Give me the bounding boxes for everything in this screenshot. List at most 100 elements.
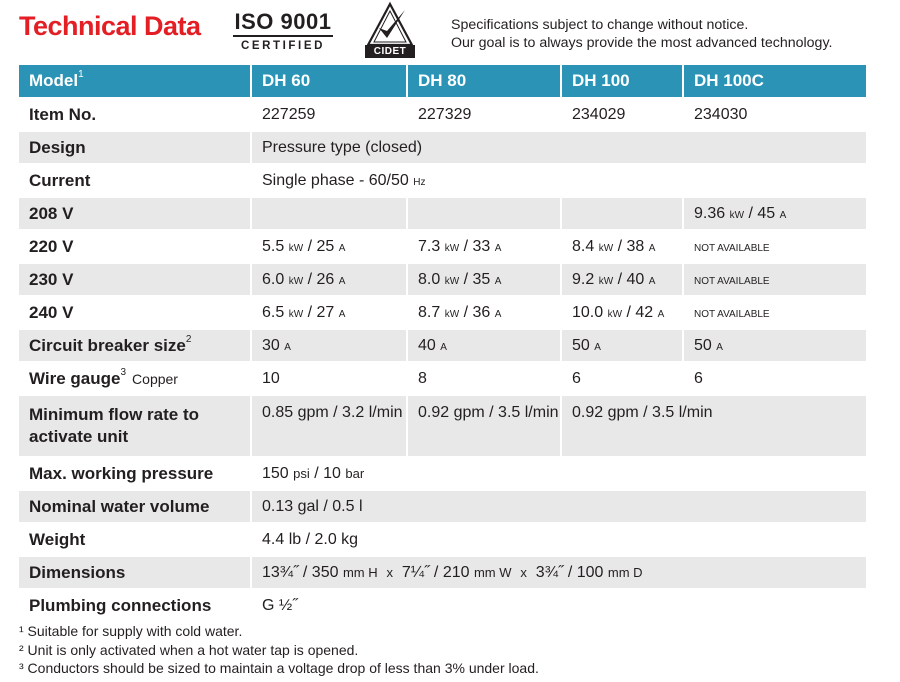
table-row-breaker: Circuit breaker size2 30 A 40 A 50 A 50 … — [19, 328, 866, 361]
cell-dh100c: NOT AVAILABLE — [684, 295, 866, 328]
cell-dh100c: NOT AVAILABLE — [684, 229, 866, 262]
unit: kW — [288, 308, 304, 320]
cell-dh60: 30 A — [252, 328, 408, 361]
iso-divider — [233, 35, 333, 37]
value: / 33 — [459, 237, 491, 255]
cell-dh80: 8.0 kW / 35 A — [408, 262, 562, 295]
value: / 42 — [622, 303, 654, 321]
value: 13¾˝ / 350 — [262, 563, 339, 581]
cell-dh100: 0.92 gpm / 3.5 l/min — [562, 394, 866, 456]
cell-all-models: G ½˝ — [252, 588, 866, 621]
cidet-logo: CIDET — [362, 1, 418, 59]
value: / 40 — [613, 270, 645, 288]
value: 6.5 — [262, 303, 285, 321]
value: 50 — [572, 336, 590, 354]
current-value: Single phase - 60/50 — [262, 171, 409, 189]
value: / 27 — [303, 303, 335, 321]
separator: x — [386, 564, 394, 580]
unit: mm W — [473, 564, 512, 580]
row-label: Plumbing connections — [19, 588, 252, 621]
cell-all-models: 150 psi / 10 bar — [252, 456, 866, 489]
notice-line-1: Specifications subject to change without… — [451, 17, 749, 33]
cell-dh60: 6.5 kW / 27 A — [252, 295, 408, 328]
unit: A — [494, 308, 502, 320]
value: 30 — [262, 336, 280, 354]
page-title: Technical Data — [19, 11, 201, 41]
header-dh60: DH 60 — [252, 65, 408, 97]
cell-dh80: 8.7 kW / 36 A — [408, 295, 562, 328]
unit: kW — [288, 242, 304, 254]
unit: A — [338, 308, 346, 320]
table-row-dimensions: Dimensions 13¾˝ / 350 mm H x 7¼˝ / 210 m… — [19, 555, 866, 588]
unit: A — [338, 242, 346, 254]
unit: A — [284, 341, 291, 353]
table-row-230v: 230 V 6.0 kW / 26 A 8.0 kW / 35 A 9.2 kW… — [19, 262, 866, 295]
unit: kW — [288, 275, 304, 287]
value: / 36 — [459, 303, 491, 321]
cell-dh60: 0.85 gpm / 3.2 l/min — [252, 394, 408, 456]
unit: kW — [444, 308, 460, 320]
header-model-label: Model — [29, 71, 79, 90]
footnotes: ¹ Suitable for supply with cold water. ²… — [19, 622, 539, 678]
cidet-label: CIDET — [365, 45, 415, 58]
unit: A — [648, 275, 656, 287]
cell-dh80: 0.92 gpm / 3.5 l/min — [408, 394, 562, 456]
footnote-3: ³ Conductors should be sized to maintain… — [19, 660, 539, 676]
row-label: Design — [19, 130, 252, 163]
value: 8.4 — [572, 237, 595, 255]
cell-dh100: 9.2 kW / 40 A — [562, 262, 684, 295]
unit: A — [779, 209, 787, 221]
cell-dh80: 8 — [408, 361, 562, 394]
value: 7¼˝ / 210 — [401, 563, 470, 581]
iso-number: ISO 9001 — [234, 9, 332, 34]
cell-all-models: Single phase - 60/50 Hz — [252, 163, 866, 196]
cell-dh100c: 50 A — [684, 328, 866, 361]
value: 6.0 — [262, 270, 285, 288]
unit: bar — [345, 465, 365, 481]
row-label: 208 V — [19, 196, 252, 229]
cell-dh100c: 6 — [684, 361, 866, 394]
unit: A — [594, 341, 601, 353]
value: 9.2 — [572, 270, 595, 288]
row-label: 230 V — [19, 262, 252, 295]
footnote-2: ² Unit is only activated when a hot wate… — [19, 641, 359, 658]
table-row-volume: Nominal water volume 0.13 gal / 0.5 l — [19, 489, 866, 522]
unit: A — [716, 341, 723, 353]
table-row-220v: 220 V 5.5 kW / 25 A 7.3 kW / 33 A 8.4 kW… — [19, 229, 866, 262]
row-label-text: Circuit breaker size — [29, 335, 186, 355]
unit: A — [338, 275, 346, 287]
value: 10.0 — [572, 303, 604, 321]
unit: kW — [598, 275, 614, 287]
notice: Specifications subject to change without… — [451, 16, 832, 52]
value: 150 — [262, 464, 289, 482]
value: 50 — [694, 336, 712, 354]
table-row-weight: Weight 4.4 lb / 2.0 kg — [19, 522, 866, 555]
unit: A — [494, 242, 502, 254]
unit: psi — [293, 465, 310, 481]
table-row-item-no: Item No. 227259 227329 234029 234030 — [19, 97, 866, 130]
unit: A — [494, 275, 502, 287]
table-row-240v: 240 V 6.5 kW / 27 A 8.7 kW / 36 A 10.0 k… — [19, 295, 866, 328]
row-label: Current — [19, 163, 252, 196]
cell-all-models: Pressure type (closed) — [252, 130, 866, 163]
cell-all-models: 0.13 gal / 0.5 l — [252, 489, 866, 522]
iso-9001-badge: ISO 9001 CERTIFIED — [233, 10, 333, 53]
row-label: Max. working pressure — [19, 456, 252, 489]
value: 3¾˝ / 100 — [535, 563, 604, 581]
unit: kW — [444, 275, 460, 287]
unit: mm D — [607, 564, 643, 580]
cell-dh80 — [408, 196, 562, 229]
value: / 45 — [744, 204, 776, 222]
unit: kW — [607, 308, 623, 320]
not-available: NOT AVAILABLE — [694, 308, 770, 320]
table-row-pressure: Max. working pressure 150 psi / 10 bar — [19, 456, 866, 489]
cell-dh60: 10 — [252, 361, 408, 394]
value: / 10 — [309, 464, 341, 482]
value: / 26 — [303, 270, 335, 288]
cell-dh100c: 9.36 kW / 45 A — [684, 196, 866, 229]
cell-all-models: 4.4 lb / 2.0 kg — [252, 522, 866, 555]
cell-dh60: 227259 — [252, 97, 408, 130]
value: / 25 — [303, 237, 335, 255]
value: 8.0 — [418, 270, 441, 288]
checkmark-triangle-icon — [366, 1, 414, 47]
